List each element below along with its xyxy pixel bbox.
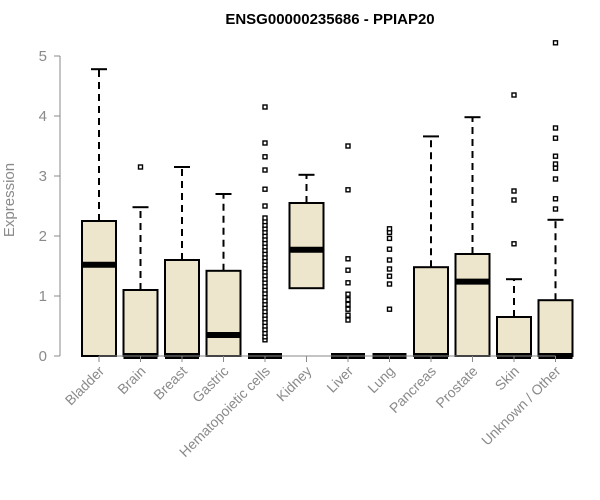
outlier-point [262, 203, 268, 209]
outlier-point [262, 186, 268, 192]
outlier-point [262, 140, 268, 146]
outlier-point [345, 317, 351, 323]
outlier-point [345, 301, 351, 308]
box-group [81, 68, 117, 357]
outlier-point [386, 246, 393, 252]
y-axis: 0 1 2 3 4 5 [39, 48, 61, 365]
outlier-point [552, 153, 559, 159]
outlier-point [552, 176, 559, 182]
box-group [164, 166, 200, 359]
box-group [537, 40, 574, 359]
x-tick-label: Kidney [273, 363, 315, 405]
box-group [122, 164, 159, 359]
outlier-point [386, 306, 393, 312]
y-axis-label: Expression [1, 163, 18, 237]
outlier-point [511, 241, 517, 247]
outlier-point [345, 306, 351, 312]
y-tick-label: 4 [39, 108, 47, 125]
outlier-point [137, 164, 144, 170]
iqr-box [122, 289, 159, 357]
outlier-point [511, 197, 517, 203]
x-tick-label: Liver [323, 363, 356, 396]
x-tick-label: Skin [492, 363, 523, 394]
y-tick-label: 0 [39, 348, 47, 365]
outlier-point [345, 291, 351, 297]
iqr-box [454, 253, 491, 357]
outlier-point [345, 267, 351, 273]
outlier-point [552, 206, 559, 212]
box-group [205, 193, 242, 357]
outlier-point [345, 312, 351, 318]
outlier-point [345, 143, 351, 149]
iqr-box [413, 266, 449, 358]
outlier-point [262, 104, 268, 110]
iqr-box [288, 202, 325, 290]
outlier-point [386, 235, 393, 242]
outlier-point [386, 266, 393, 272]
box-group [454, 116, 491, 357]
outlier-point [262, 215, 268, 221]
y-tick-label: 3 [39, 168, 47, 185]
outlier-point [511, 188, 517, 194]
iqr-box [537, 299, 574, 358]
box-group [248, 104, 282, 359]
outlier-point [386, 226, 393, 232]
box-group [372, 226, 407, 359]
x-tick-label: Breast [150, 363, 190, 403]
outlier-point [386, 281, 393, 287]
outlier-point [552, 165, 559, 171]
outlier-point [345, 256, 351, 262]
outlier-point [552, 125, 559, 131]
outlier-point [552, 40, 559, 46]
box-group [331, 143, 365, 359]
chart-title: ENSG00000235686 - PPIAP20 [225, 11, 434, 28]
outlier-point [386, 273, 393, 279]
x-tick-label: Lung [364, 363, 397, 396]
y-tick-label: 5 [39, 48, 47, 65]
outlier-point [552, 196, 559, 202]
iqr-box [496, 316, 532, 357]
outlier-point [345, 296, 351, 303]
x-tick-label: Prostate [432, 363, 480, 411]
y-tick-label: 2 [39, 228, 47, 245]
outlier-point [262, 167, 268, 173]
x-tick-label: Brain [114, 363, 148, 397]
outlier-point [552, 161, 559, 167]
outlier-point [262, 154, 268, 160]
outlier-point [511, 92, 517, 98]
outlier-point [345, 187, 351, 193]
outlier-point [386, 257, 393, 263]
box-group [496, 92, 532, 359]
iqr-box [164, 259, 200, 357]
x-tick-label: Bladder [62, 363, 108, 409]
iqr-box [205, 269, 242, 357]
outlier-point [345, 280, 351, 286]
x-tick-label: Unknown / Other [478, 363, 564, 449]
outlier-point [552, 135, 559, 141]
box-group [413, 135, 449, 359]
boxes [81, 40, 574, 359]
box-group [288, 173, 325, 290]
iqr-box [81, 220, 117, 357]
y-tick-label: 1 [39, 288, 47, 305]
